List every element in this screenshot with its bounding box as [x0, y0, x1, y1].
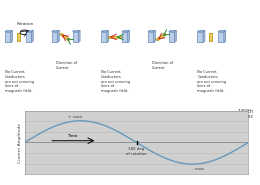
Polygon shape	[224, 30, 226, 42]
Text: Direction of
Current: Direction of Current	[56, 61, 77, 70]
Bar	[5, 32, 11, 42]
Bar	[122, 32, 128, 42]
Y-axis label: Current Amplitude: Current Amplitude	[18, 122, 22, 162]
Polygon shape	[11, 30, 12, 42]
Polygon shape	[5, 30, 12, 32]
Polygon shape	[52, 30, 59, 32]
Polygon shape	[78, 30, 80, 42]
Text: No Current.
Conductors
are not crossing
lines of
magnetic field.: No Current. Conductors are not crossing …	[101, 70, 130, 93]
Text: - max: - max	[192, 167, 204, 171]
Bar	[169, 32, 174, 42]
Polygon shape	[101, 30, 109, 32]
Polygon shape	[169, 30, 176, 32]
Text: Time: Time	[67, 134, 78, 138]
Bar	[73, 32, 78, 42]
Polygon shape	[31, 30, 33, 42]
Text: 180 deg
of rotation: 180 deg of rotation	[126, 147, 147, 156]
Bar	[148, 32, 154, 42]
Polygon shape	[209, 33, 212, 41]
Text: No Current.
Conductors
are not crossing
lines of
magnetic field.: No Current. Conductors are not crossing …	[197, 70, 226, 93]
Polygon shape	[154, 30, 155, 42]
Bar	[218, 32, 224, 42]
Polygon shape	[57, 30, 59, 42]
Polygon shape	[148, 30, 155, 32]
Text: 1/60th
sec: 1/60th sec	[237, 108, 253, 119]
Bar	[26, 32, 31, 42]
Polygon shape	[107, 30, 109, 42]
Polygon shape	[26, 30, 33, 32]
Polygon shape	[197, 30, 205, 32]
Bar	[52, 32, 57, 42]
Text: No Current.
Conductors
are not crossing
lines of
magnetic field.: No Current. Conductors are not crossing …	[5, 70, 34, 93]
Polygon shape	[17, 33, 20, 41]
Polygon shape	[156, 33, 167, 41]
Polygon shape	[174, 30, 176, 42]
Polygon shape	[108, 36, 121, 38]
Polygon shape	[73, 30, 80, 32]
Text: Rotation: Rotation	[17, 22, 34, 26]
Polygon shape	[122, 30, 129, 32]
Bar	[101, 32, 107, 42]
Polygon shape	[128, 30, 129, 42]
Polygon shape	[218, 30, 226, 32]
Polygon shape	[60, 33, 70, 41]
Bar	[197, 32, 203, 42]
Text: Direction of
Current: Direction of Current	[152, 61, 173, 70]
Text: + max: + max	[68, 115, 82, 119]
Polygon shape	[203, 30, 205, 42]
